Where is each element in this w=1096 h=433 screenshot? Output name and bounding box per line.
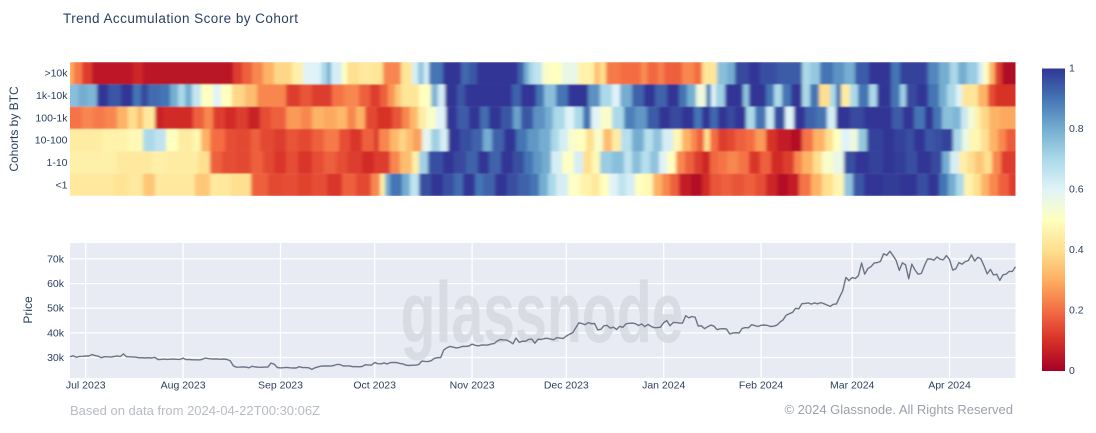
- svg-text:Jul 2023: Jul 2023: [66, 380, 106, 392]
- svg-text:Apr 2024: Apr 2024: [928, 380, 971, 392]
- svg-text:Mar 2024: Mar 2024: [830, 380, 875, 392]
- svg-text:60k: 60k: [47, 278, 65, 290]
- svg-text:0.2: 0.2: [1069, 305, 1084, 317]
- svg-text:30k: 30k: [47, 352, 65, 364]
- svg-text:10-100: 10-100: [35, 135, 68, 147]
- svg-text:0.6: 0.6: [1069, 184, 1084, 196]
- svg-text:50k: 50k: [47, 303, 65, 315]
- svg-text:100-1k: 100-1k: [35, 112, 68, 124]
- svg-text:70k: 70k: [47, 253, 65, 265]
- svg-text:1-10: 1-10: [46, 157, 67, 169]
- svg-text:Trend Accumulation Score by Co: Trend Accumulation Score by Cohort: [63, 11, 298, 26]
- svg-text:1: 1: [1069, 63, 1075, 75]
- svg-text:0: 0: [1069, 365, 1075, 377]
- svg-text:0.8: 0.8: [1069, 123, 1084, 135]
- svg-text:Aug 2023: Aug 2023: [161, 380, 206, 392]
- svg-text:Nov 2023: Nov 2023: [450, 380, 495, 392]
- svg-text:Jan 2024: Jan 2024: [642, 380, 685, 392]
- svg-text:<1: <1: [56, 179, 68, 191]
- svg-text:glassnode: glassnode: [401, 265, 684, 361]
- svg-text:Based on data from 2024-04-22T: Based on data from 2024-04-22T00:30:06Z: [70, 403, 320, 418]
- svg-text:>10k: >10k: [44, 68, 68, 80]
- svg-text:Sep 2023: Sep 2023: [258, 380, 303, 392]
- svg-text:© 2024 Glassnode. All Rights R: © 2024 Glassnode. All Rights Reserved: [784, 402, 1013, 417]
- svg-text:Cohorts by BTC: Cohorts by BTC: [7, 86, 21, 172]
- svg-text:40k: 40k: [47, 327, 65, 339]
- svg-text:0.4: 0.4: [1069, 244, 1084, 256]
- svg-text:Dec 2023: Dec 2023: [544, 380, 589, 392]
- svg-text:Feb 2024: Feb 2024: [739, 380, 784, 392]
- svg-text:1k-10k: 1k-10k: [36, 90, 68, 102]
- svg-text:Oct 2023: Oct 2023: [353, 380, 396, 392]
- svg-text:Price: Price: [21, 296, 35, 324]
